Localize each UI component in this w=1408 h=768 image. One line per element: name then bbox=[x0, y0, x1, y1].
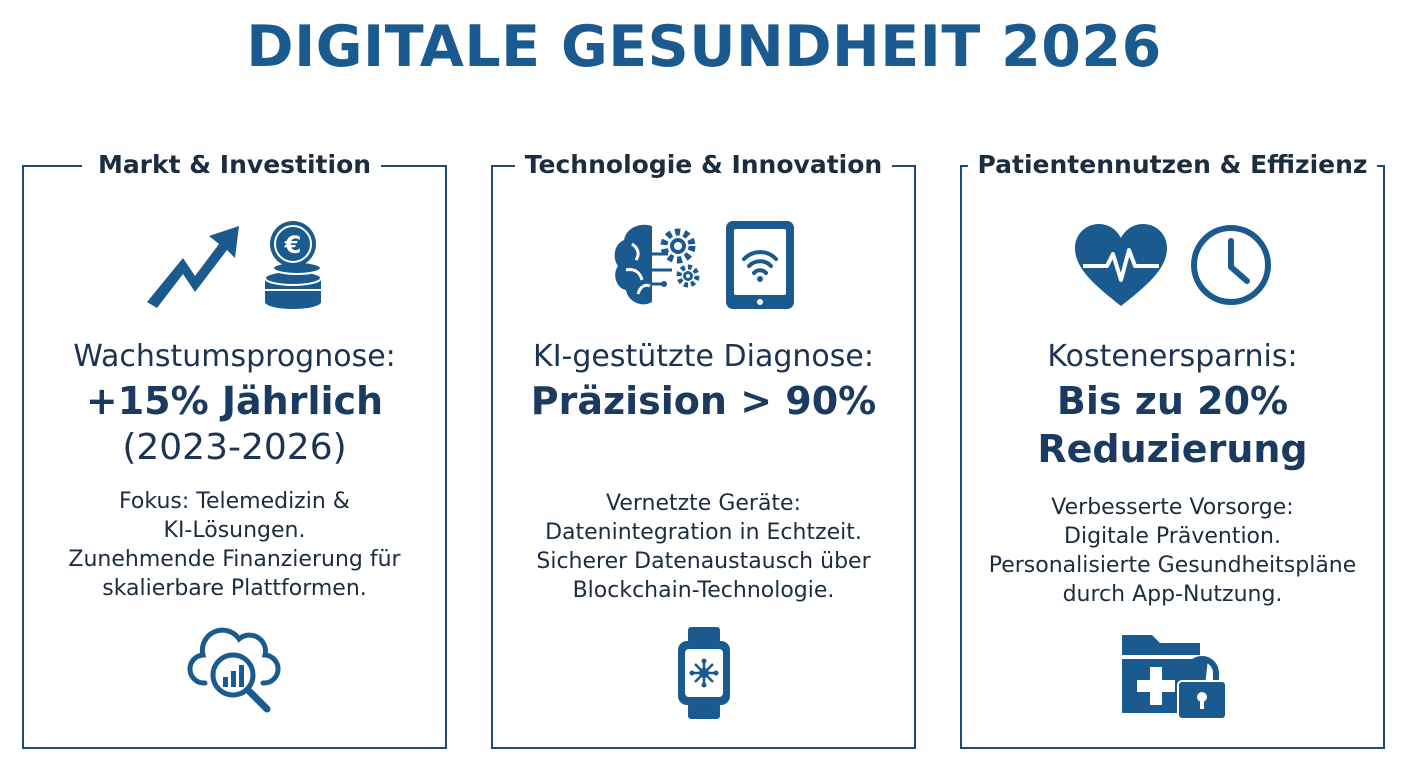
panel-heading: Markt & Investition bbox=[24, 150, 445, 180]
panel-description: Vernetzte Geräte: Datenintegration in Ec… bbox=[536, 491, 871, 603]
kpi-sub: (2023-2026) bbox=[122, 427, 347, 468]
kpi-diagnosis: KI-gestützte Diagnose: Präzision > 90% bbox=[493, 337, 914, 425]
heart-pulse-icon bbox=[1073, 222, 1169, 308]
ai-brain-gears-icon bbox=[612, 220, 704, 310]
panel-heading: Technologie & Innovation bbox=[493, 150, 914, 180]
trend-up-arrow-icon bbox=[143, 220, 243, 310]
panel-patient-benefits: Patientennutzen & Effizienz Kostenerspar… bbox=[960, 150, 1385, 749]
panel-technology: Technologie & Innovation bbox=[491, 150, 916, 749]
kpi-value: +15% Jährlich bbox=[85, 379, 384, 423]
cloud-analytics-icon bbox=[186, 625, 283, 715]
panel-heading: Patientennutzen & Effizienz bbox=[962, 150, 1383, 180]
kpi-value: Präzision > 90% bbox=[530, 379, 877, 423]
kpi-label: Wachstumsprognose: bbox=[73, 339, 396, 374]
kpi-value-line2: Reduzierung bbox=[1037, 427, 1308, 471]
euro-coins-icon: € bbox=[263, 220, 327, 310]
kpi-growth: Wachstumsprognose: +15% Jährlich (2023-2… bbox=[24, 337, 445, 471]
page-title: DIGITALE GESUNDHEIT 2026 bbox=[246, 14, 1162, 80]
svg-text:€: € bbox=[283, 231, 301, 259]
kpi-label: Kostenersparnis: bbox=[1047, 339, 1298, 374]
kpi-value: Bis zu 20% bbox=[1056, 379, 1289, 423]
panel-description: Fokus: Telemedizin & KI-Lösungen. Zunehm… bbox=[68, 489, 401, 601]
kpi-label: KI-gestützte Diagnose: bbox=[533, 339, 874, 374]
smartwatch-icon bbox=[674, 625, 734, 721]
tablet-wifi-icon bbox=[724, 219, 796, 311]
panel-description: Verbesserte Vorsorge: Digitale Präventio… bbox=[988, 495, 1357, 607]
kpi-cost-savings: Kostenersparnis: Bis zu 20% Reduzierung bbox=[962, 337, 1383, 473]
medical-folder-lock-icon bbox=[1118, 625, 1228, 721]
clock-icon bbox=[1189, 223, 1273, 307]
panel-market: Markt & Investition € Wachstumsprognose:… bbox=[22, 150, 447, 749]
